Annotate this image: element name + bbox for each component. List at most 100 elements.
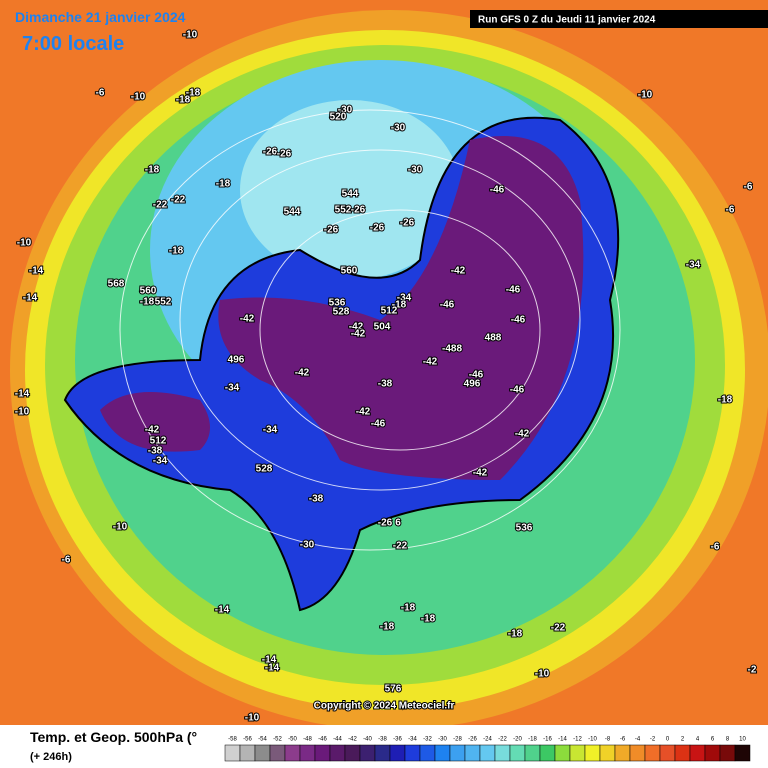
map-label: -42	[515, 429, 530, 440]
map-label: -38	[309, 494, 324, 505]
map-label: -22	[171, 195, 186, 206]
map-label: -42	[451, 266, 466, 277]
scale-swatch	[539, 744, 556, 762]
run-info: Run GFS 0 Z du Jeudi 11 janvier 2024	[478, 15, 656, 26]
map-label: -2	[748, 665, 757, 676]
scale-swatch	[599, 744, 616, 762]
scale-swatch	[554, 744, 571, 762]
map-label: -46	[371, 419, 386, 430]
scale-label: -6	[620, 737, 626, 743]
scale-swatch	[269, 744, 286, 762]
map-label: -18	[176, 95, 191, 106]
map-label: -6	[726, 205, 735, 216]
map-label: -10	[17, 238, 32, 249]
map-label: -18	[401, 603, 416, 614]
map-label: -6	[96, 88, 105, 99]
map-label: 6	[395, 518, 401, 529]
map-label: -488	[442, 344, 462, 355]
scale-swatch	[449, 744, 466, 762]
map-label: -14	[23, 293, 38, 304]
scale-label: -54	[258, 737, 267, 743]
map-label: -6	[62, 555, 71, 566]
map-label: -14	[265, 663, 280, 674]
map-label: -18	[140, 297, 155, 308]
scale-label: -48	[303, 737, 312, 743]
map-label: -34	[686, 260, 701, 271]
map-label: -26	[351, 205, 366, 216]
copyright: Copyright © 2024 Meteociel.fr	[314, 701, 455, 712]
map-label: 560	[140, 286, 157, 297]
scale-swatch	[659, 744, 676, 762]
map-label: -6	[744, 182, 753, 193]
scale-label: -24	[483, 737, 492, 743]
scale-label: 8	[726, 737, 730, 743]
map-label: -30	[338, 105, 353, 116]
map-label: -46	[506, 285, 521, 296]
footer-title: Temp. et Geop. 500hPa (°	[30, 729, 197, 745]
scale-label: -44	[333, 737, 342, 743]
scale-label: 6	[711, 737, 715, 743]
map-label: -26	[324, 225, 339, 236]
scale-swatch	[509, 744, 526, 762]
scale-label: -20	[513, 737, 522, 743]
map-label: -18	[169, 246, 184, 257]
map-label: 544	[284, 207, 301, 218]
map-label: 568	[108, 279, 125, 290]
map-label: -10	[113, 522, 128, 533]
map-label: -38	[378, 379, 393, 390]
map-label: -18	[380, 622, 395, 633]
map-label: 512	[381, 306, 398, 317]
scale-swatch	[689, 744, 706, 762]
scale-label: -34	[408, 737, 417, 743]
scale-label: -56	[243, 737, 252, 743]
map-label: -42	[423, 357, 438, 368]
map-label: -46	[490, 185, 505, 196]
scale-swatch	[224, 744, 241, 762]
scale-swatch	[719, 744, 736, 762]
map-label: -34	[153, 456, 168, 467]
map-label: -18	[718, 395, 733, 406]
map-label: 496	[228, 355, 245, 366]
map-label: -46	[469, 370, 484, 381]
map-label: -30	[408, 165, 423, 176]
map-label: -46	[511, 315, 526, 326]
scale-label: -28	[453, 737, 462, 743]
map-label: -42	[349, 322, 364, 333]
map-label: -10	[638, 90, 653, 101]
color-scale: -58 -56 -54 -52 -50 -48 -46 -44 -42 -40 -38 -36 -34-…	[224, 737, 751, 762]
scale-swatch	[644, 744, 661, 762]
scale-label: 10	[739, 737, 746, 743]
map-label: -42	[240, 314, 255, 325]
scale-label: 4	[696, 737, 700, 743]
map-label: 512	[150, 436, 167, 447]
contours	[119, 109, 621, 551]
map-label: -18	[392, 300, 407, 311]
map-label: -10	[15, 407, 30, 418]
scale-label: -4	[635, 737, 641, 743]
map-label: -26	[400, 218, 415, 229]
scale-swatch	[404, 744, 421, 762]
map-label: -22	[393, 541, 408, 552]
map-label: -42	[145, 425, 160, 436]
map-label: 520	[330, 112, 347, 123]
scale-swatch	[419, 744, 436, 762]
scale-swatch	[629, 744, 646, 762]
map-label: -34	[397, 293, 412, 304]
scale-swatch	[614, 744, 631, 762]
map-label: 576	[385, 684, 402, 695]
scale-label: -26	[468, 737, 477, 743]
map-label: -14	[262, 655, 277, 666]
scale-label: -10	[588, 737, 597, 743]
scale-swatch	[584, 744, 601, 762]
map-label: -34	[225, 383, 240, 394]
map-label: -10	[245, 713, 260, 724]
scale-label: -8	[605, 737, 611, 743]
scale-label: -18	[528, 737, 537, 743]
map-label: -10	[535, 669, 550, 680]
scale-label: -46	[318, 737, 327, 743]
run-banner	[470, 10, 768, 28]
map-label: -26	[263, 147, 278, 158]
map-label: 528	[333, 307, 350, 318]
map-label: -18	[216, 179, 231, 190]
